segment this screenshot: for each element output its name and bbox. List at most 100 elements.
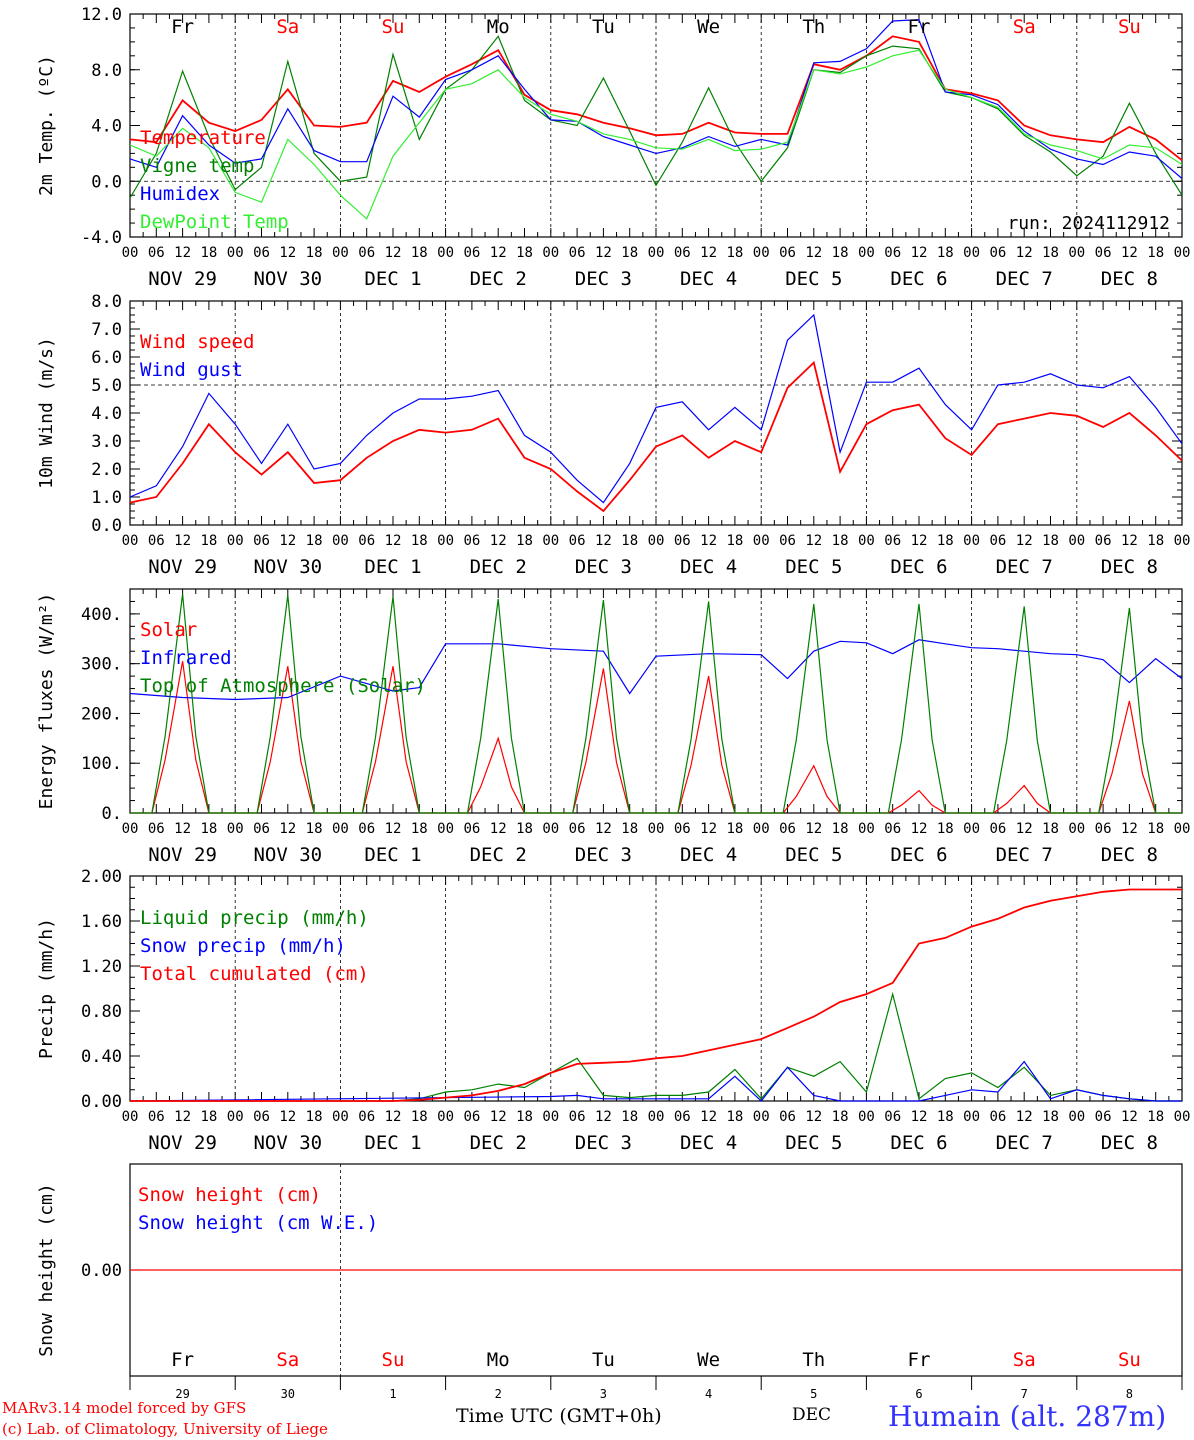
series-line-1 — [129, 313, 1183, 504]
hour-label: 06 — [779, 245, 796, 261]
hour-label: 06 — [884, 533, 901, 549]
panel-energy — [129, 588, 1183, 814]
hour-label: 12 — [1121, 821, 1138, 837]
y-tick-label: 400. — [81, 605, 122, 625]
bottom-day-number: 30 — [281, 1387, 295, 1401]
hour-label: 06 — [989, 245, 1006, 261]
hour-label: 12 — [385, 533, 402, 549]
series-line-2 — [130, 888, 1182, 1102]
date-label: DEC 8 — [1101, 844, 1158, 866]
legend-label: Humidex — [140, 183, 220, 205]
hour-label: 00 — [648, 1109, 665, 1125]
hour-label: 06 — [674, 533, 691, 549]
legend-label: Solar — [140, 619, 197, 641]
hour-label: 00 — [1174, 1109, 1191, 1125]
date-label: DEC 2 — [470, 1132, 527, 1154]
bottom-day-letter: Th — [802, 1349, 825, 1371]
hour-label: 00 — [122, 245, 139, 261]
day-letter: Fr — [908, 16, 931, 38]
hour-label: 06 — [253, 1109, 270, 1125]
date-label: NOV 29 — [148, 1132, 217, 1154]
date-label: DEC 7 — [996, 1132, 1053, 1154]
date-label: DEC 4 — [680, 844, 737, 866]
hour-label: 06 — [148, 821, 165, 837]
hour-label: 00 — [332, 245, 349, 261]
bottom-day-letter: Tu — [592, 1349, 615, 1371]
bottom-day-number: 2 — [495, 1387, 502, 1401]
hour-label: 18 — [621, 245, 638, 261]
hour-label: 12 — [911, 245, 928, 261]
hour-label: 18 — [937, 245, 954, 261]
legend-label: Top of Atmosphere (Solar) — [140, 675, 426, 697]
date-label: DEC 3 — [575, 268, 632, 290]
legend-label: Total cumulated (cm) — [140, 963, 369, 985]
hour-label: 12 — [174, 533, 191, 549]
hour-label: 12 — [1016, 533, 1033, 549]
hour-label: 00 — [1174, 821, 1191, 837]
hour-label: 18 — [200, 533, 217, 549]
hour-label: 00 — [963, 245, 980, 261]
day-letter: Th — [802, 16, 825, 38]
y-tick-label: 12.0 — [81, 5, 122, 25]
plot-frame — [129, 300, 1183, 526]
y-tick-label: 0.00 — [81, 1092, 122, 1112]
date-label: DEC 3 — [575, 844, 632, 866]
hour-label: 12 — [700, 821, 717, 837]
date-label: NOV 29 — [148, 268, 217, 290]
hour-label: 06 — [884, 1109, 901, 1125]
hour-label: 18 — [832, 821, 849, 837]
day-letter: Su — [1118, 16, 1141, 38]
hour-label: 12 — [1016, 1109, 1033, 1125]
hour-label: 00 — [648, 245, 665, 261]
hour-label: 12 — [279, 1109, 296, 1125]
hour-label: 12 — [700, 533, 717, 549]
y-tick-label: 1.60 — [81, 912, 122, 932]
legend-label: DewPoint Temp — [140, 211, 289, 233]
hour-label: 00 — [332, 1109, 349, 1125]
hour-label: 00 — [1068, 245, 1085, 261]
hour-label: 06 — [569, 821, 586, 837]
date-label: DEC 1 — [364, 1132, 421, 1154]
hour-label: 06 — [569, 533, 586, 549]
y-tick-label: 0.00 — [81, 1261, 122, 1281]
hour-label: 00 — [542, 821, 559, 837]
hour-label: 18 — [516, 533, 533, 549]
hour-label: 12 — [595, 533, 612, 549]
hour-label: 18 — [937, 533, 954, 549]
hour-label: 06 — [148, 533, 165, 549]
y-tick-label: 300. — [81, 655, 122, 675]
hour-label: 12 — [1016, 245, 1033, 261]
hour-label: 12 — [700, 1109, 717, 1125]
hour-label: 00 — [122, 821, 139, 837]
hour-label: 18 — [411, 245, 428, 261]
date-label: DEC 5 — [785, 844, 842, 866]
hour-label: 12 — [490, 533, 507, 549]
bottom-day-number: 5 — [810, 1387, 817, 1401]
hour-label: 00 — [122, 533, 139, 549]
hour-label: 18 — [200, 245, 217, 261]
y-tick-label: 4.0 — [91, 404, 122, 424]
hour-label: 00 — [858, 821, 875, 837]
hour-label: 18 — [516, 1109, 533, 1125]
y-tick-label: -4.0 — [81, 228, 122, 248]
hour-label: 00 — [858, 245, 875, 261]
y-axis-label: Snow height (cm) — [36, 1183, 57, 1356]
hour-label: 06 — [463, 533, 480, 549]
hour-label: 06 — [1095, 533, 1112, 549]
date-label: DEC 2 — [470, 844, 527, 866]
hour-label: 18 — [1147, 1109, 1164, 1125]
hour-label: 18 — [516, 821, 533, 837]
hour-label: 00 — [1068, 1109, 1085, 1125]
credit-line-1: MARv3.14 model forced by GFS — [2, 1399, 247, 1417]
hour-label: 12 — [911, 821, 928, 837]
date-label: DEC 5 — [785, 268, 842, 290]
y-tick-label: 100. — [81, 754, 122, 774]
y-tick-label: 5.0 — [91, 376, 122, 396]
legend-label: Wind gust — [140, 359, 243, 381]
hour-label: 06 — [779, 533, 796, 549]
hour-label: 12 — [385, 821, 402, 837]
hour-label: 12 — [805, 821, 822, 837]
hour-label: 06 — [463, 245, 480, 261]
hour-label: 18 — [306, 245, 323, 261]
